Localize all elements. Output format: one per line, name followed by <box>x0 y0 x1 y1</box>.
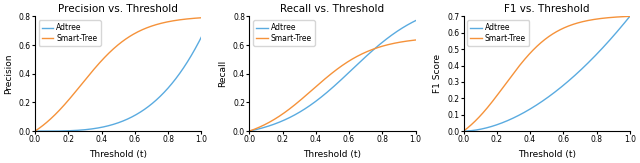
Adtree <box>559 85 566 87</box>
Smart-Tree <box>344 61 351 63</box>
Adtree <box>246 130 253 132</box>
Smart-Tree <box>460 130 468 132</box>
Adtree <box>133 113 141 115</box>
Adtree <box>600 46 607 48</box>
Smart-Tree <box>246 130 253 132</box>
Smart-Tree <box>31 130 39 132</box>
Smart-Tree <box>626 15 634 17</box>
Smart-Tree <box>133 31 141 33</box>
Smart-Tree <box>412 39 419 41</box>
Smart-Tree <box>198 17 205 19</box>
Line: Adtree: Adtree <box>35 37 202 131</box>
Smart-Tree <box>348 59 355 61</box>
Smart-Tree <box>182 18 189 20</box>
Adtree <box>31 130 39 132</box>
Adtree <box>561 83 569 85</box>
Line: Adtree: Adtree <box>463 16 630 131</box>
Adtree <box>182 64 189 66</box>
Y-axis label: F1 Score: F1 Score <box>433 54 442 93</box>
Smart-Tree <box>344 60 352 62</box>
Smart-Tree <box>130 33 138 35</box>
Smart-Tree <box>611 16 618 18</box>
Adtree <box>460 130 468 132</box>
Legend: Adtree, Smart-Tree: Adtree, Smart-Tree <box>467 20 529 46</box>
Y-axis label: Recall: Recall <box>218 60 227 87</box>
Adtree <box>412 20 419 22</box>
Adtree <box>245 130 253 132</box>
Line: Adtree: Adtree <box>249 21 415 131</box>
Adtree <box>348 69 355 71</box>
X-axis label: Threshold (t): Threshold (t) <box>303 150 362 159</box>
Legend: Adtree, Smart-Tree: Adtree, Smart-Tree <box>253 20 315 46</box>
Smart-Tree <box>559 28 566 30</box>
Adtree <box>396 29 404 30</box>
Adtree <box>460 130 467 132</box>
Smart-Tree <box>396 41 404 43</box>
Line: Smart-Tree: Smart-Tree <box>35 18 202 131</box>
Adtree <box>32 130 40 132</box>
Adtree <box>626 15 634 17</box>
Line: Smart-Tree: Smart-Tree <box>249 40 415 131</box>
Adtree <box>130 115 138 117</box>
Smart-Tree <box>460 130 467 132</box>
Adtree <box>344 72 352 74</box>
Smart-Tree <box>600 17 607 19</box>
Title: F1 vs. Threshold: F1 vs. Threshold <box>504 4 589 14</box>
Title: Recall vs. Threshold: Recall vs. Threshold <box>280 4 385 14</box>
Line: Smart-Tree: Smart-Tree <box>463 16 630 131</box>
X-axis label: Threshold (t): Threshold (t) <box>518 150 576 159</box>
Adtree <box>130 115 138 117</box>
Adtree <box>385 36 393 38</box>
Title: Precision vs. Threshold: Precision vs. Threshold <box>58 4 178 14</box>
X-axis label: Threshold (t): Threshold (t) <box>89 150 147 159</box>
Smart-Tree <box>558 28 566 30</box>
Y-axis label: Precision: Precision <box>4 53 13 94</box>
Adtree <box>611 34 618 36</box>
Smart-Tree <box>385 43 393 45</box>
Adtree <box>558 85 566 87</box>
Smart-Tree <box>32 130 40 132</box>
Smart-Tree <box>245 130 253 132</box>
Legend: Adtree, Smart-Tree: Adtree, Smart-Tree <box>39 20 100 46</box>
Adtree <box>198 36 205 38</box>
Smart-Tree <box>130 33 138 35</box>
Adtree <box>172 78 179 80</box>
Adtree <box>344 73 351 75</box>
Smart-Tree <box>172 20 179 22</box>
Smart-Tree <box>561 26 569 28</box>
